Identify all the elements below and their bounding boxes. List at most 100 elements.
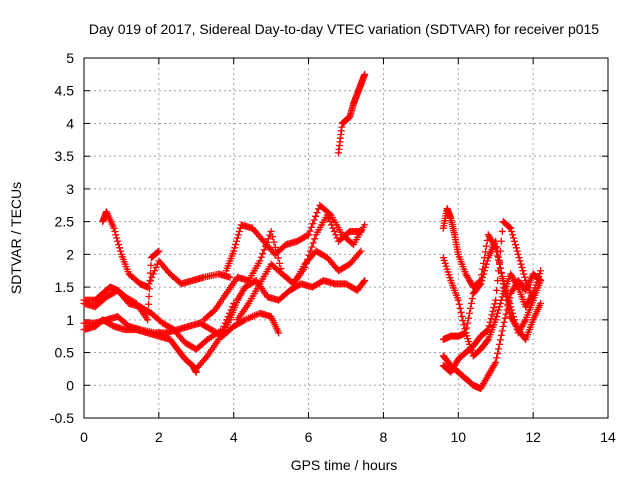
data-point [454, 296, 462, 304]
data-point [234, 231, 242, 239]
x-tick-label: 6 [305, 429, 313, 445]
data-point [260, 246, 268, 254]
y-tick-label: -0.5 [50, 410, 74, 426]
data-point [483, 257, 491, 265]
data-point [202, 353, 210, 361]
data-point [483, 326, 491, 334]
data-point [455, 300, 463, 308]
data-point [493, 286, 501, 294]
data-point [116, 247, 124, 255]
data-point [494, 277, 502, 285]
data-point [114, 237, 122, 245]
y-tick-label: 2.5 [55, 214, 75, 230]
y-tick-label: 4.5 [55, 83, 75, 99]
data-point [458, 313, 466, 321]
data-point [485, 322, 493, 330]
data-point [505, 304, 513, 312]
data-point [504, 300, 512, 308]
data-points [80, 70, 545, 393]
data-point [478, 277, 486, 285]
data-point [146, 277, 154, 285]
data-point [152, 263, 160, 271]
y-tick-label: 5 [66, 50, 74, 66]
series-track-h [200, 227, 365, 324]
data-point [493, 313, 501, 321]
data-point [303, 232, 311, 240]
data-point [498, 293, 506, 301]
data-point [484, 326, 492, 334]
data-point [462, 329, 470, 337]
data-point [309, 220, 317, 228]
data-point [529, 296, 537, 304]
data-point [502, 310, 510, 318]
y-tick-labels: -0.5 0 0.5 1 1.5 2 2.5 3 3.5 4 4.5 5 [50, 50, 74, 426]
data-point [357, 247, 365, 255]
data-point [500, 318, 508, 326]
data-point [308, 243, 316, 251]
data-point [361, 221, 369, 229]
data-point [499, 322, 507, 330]
data-point [501, 288, 509, 296]
data-point [259, 250, 267, 258]
data-point [305, 251, 313, 259]
data-point [493, 354, 501, 362]
series-track-e [80, 247, 163, 324]
data-point [491, 300, 499, 308]
data-point [507, 224, 515, 232]
data-point [275, 329, 283, 337]
series-track-o [439, 218, 537, 376]
data-point [145, 300, 153, 308]
y-tick-label: 1.5 [55, 279, 75, 295]
y-tick-label: 3 [66, 181, 74, 197]
data-point [112, 231, 120, 239]
data-point [498, 227, 506, 235]
data-point [466, 304, 474, 312]
data-point [276, 259, 284, 267]
data-point [154, 248, 162, 256]
data-point [144, 308, 152, 316]
y-tick-label: 0.5 [55, 345, 75, 361]
data-point [464, 319, 472, 327]
data-point [274, 254, 282, 262]
data-point [456, 304, 464, 312]
data-point [313, 209, 321, 217]
data-point [477, 280, 485, 288]
data-point [537, 299, 545, 307]
x-tick-label: 10 [450, 429, 466, 445]
data-point [517, 260, 525, 268]
data-point [325, 214, 333, 222]
data-point [146, 285, 153, 293]
x-tick-label: 4 [230, 429, 238, 445]
data-point [511, 241, 519, 249]
x-tick-labels: 0 2 4 6 8 10 12 14 [80, 429, 616, 445]
data-point [309, 239, 317, 247]
data-point [304, 255, 312, 263]
data-point [479, 273, 487, 281]
x-tick-label: 8 [380, 429, 388, 445]
data-point [498, 275, 506, 282]
data-point [482, 260, 490, 268]
data-point [514, 250, 522, 258]
series-track-c [80, 309, 283, 340]
data-point [256, 257, 264, 265]
data-point [508, 227, 516, 235]
x-tick-label: 0 [80, 429, 88, 445]
y-axis-label: SDTVAR / TECUs [8, 182, 24, 294]
data-point [516, 257, 524, 265]
data-point [231, 244, 239, 252]
data-point [113, 234, 121, 242]
data-point [361, 277, 369, 285]
data-point [519, 267, 527, 275]
y-tick-label: 3.5 [55, 148, 75, 164]
data-point [144, 316, 152, 324]
y-tick-label: 1 [66, 312, 74, 328]
data-point [500, 284, 508, 292]
data-point [492, 358, 500, 366]
data-point [116, 244, 124, 252]
data-point [147, 261, 155, 269]
data-point [495, 306, 503, 314]
data-point [466, 309, 474, 317]
data-point [480, 267, 488, 275]
